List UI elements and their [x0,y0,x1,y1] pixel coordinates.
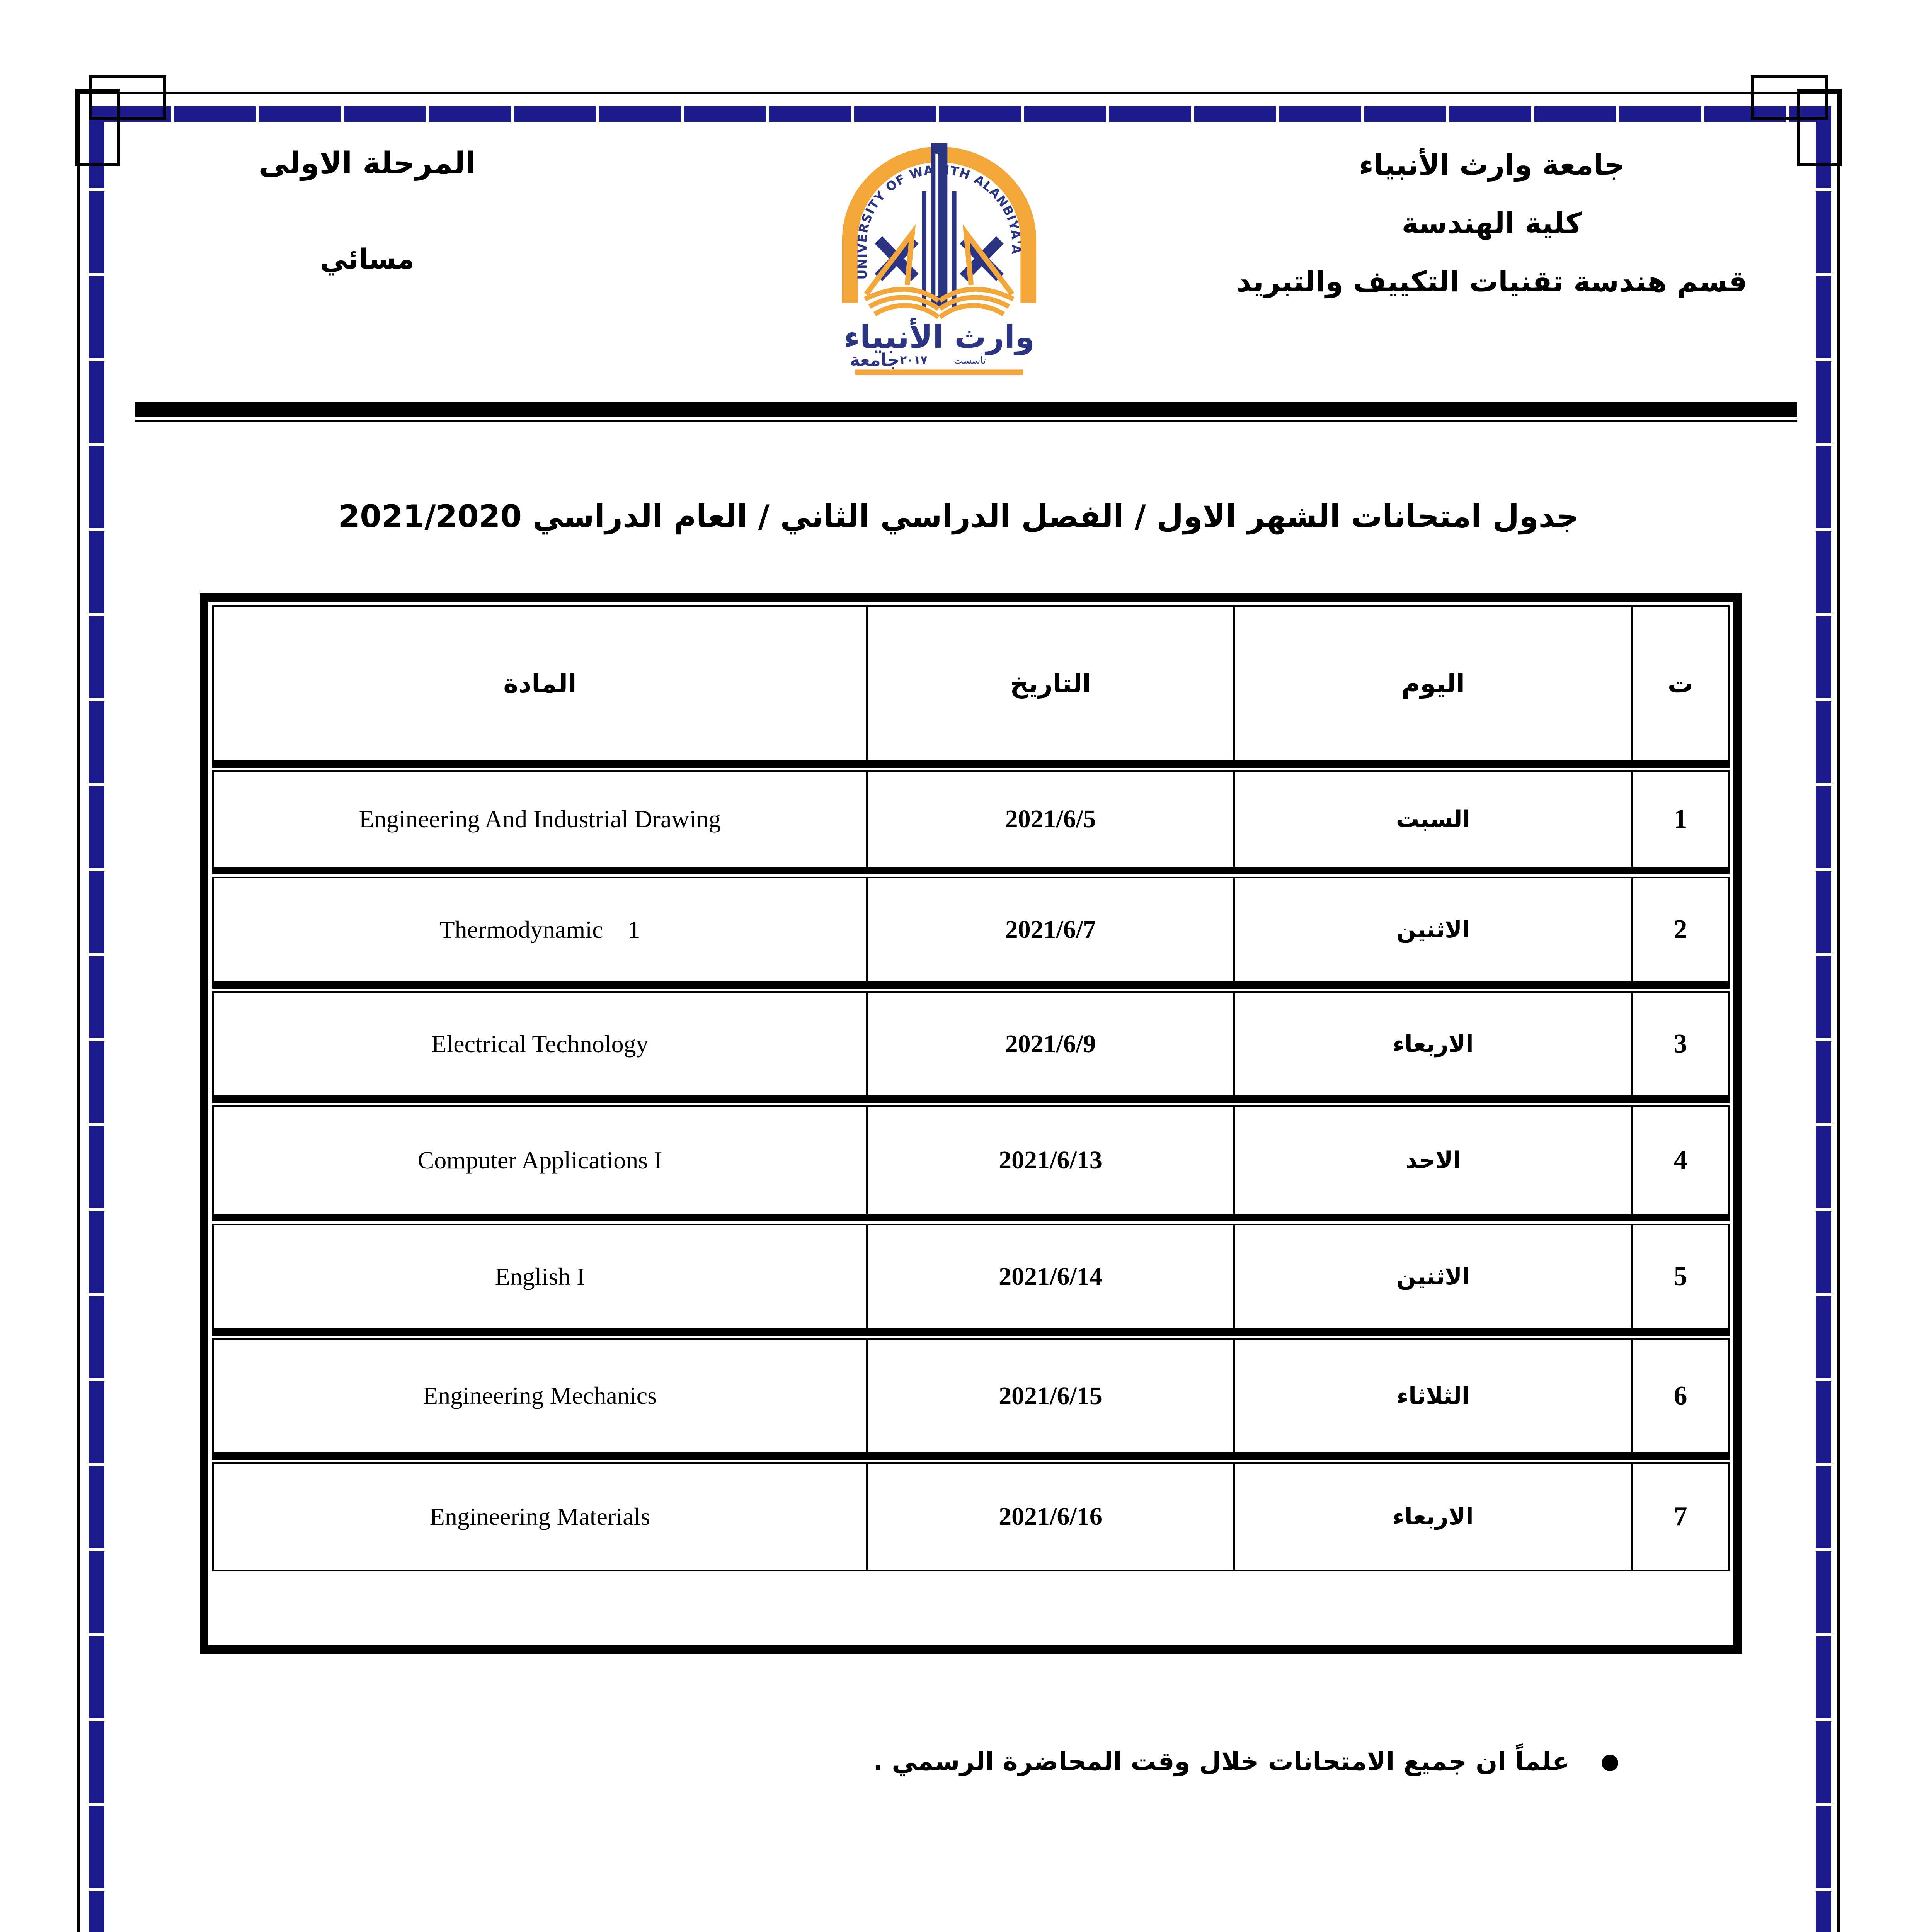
page-title: جدول امتحانات الشهر الاول / الفصل الدراس… [338,498,1579,534]
header-subject-cell: المادة [503,668,577,699]
border-corner-knot [75,89,120,166]
row-number-cell: 1 [1631,772,1728,867]
table-row: 5 الاثنين 2021/6/14 English I [212,1224,1730,1336]
subject-cell: Engineering Materials [214,1464,866,1570]
logo-arabic-small: جامعة [850,350,900,370]
subject-cell: English I [214,1225,866,1328]
table-header-row: ت اليوم التاريخ المادة [212,605,1730,768]
subject-cell: Computer Applications I [214,1107,866,1214]
border-corner-knot [1797,89,1842,166]
shift-label: مسائي [320,243,415,275]
row-number-cell: 7 [1631,1464,1728,1570]
subject-cell: Electrical Technology [214,993,866,1095]
logo-base-bar [855,369,1023,375]
day-cell: الاثنين [1233,1225,1631,1328]
page-border-blue-band-right [1816,106,1831,1932]
university-name: جامعة وارث الأنبياء [1359,148,1625,182]
subject-cell: Thermodynamic 1 [214,878,866,981]
day-cell: الاحد [1233,1107,1631,1214]
bullet-icon: ● [1600,1748,1619,1774]
table-row: 3 الاربعاء 2021/6/9 Electrical Technolog… [212,991,1730,1103]
table-row: 6 الثلاثاء 2021/6/15 Engineering Mechani… [212,1338,1730,1460]
header-number-cell: ت [1631,607,1728,760]
subject-cell: Engineering Mechanics [214,1340,866,1452]
date-cell: 2021/6/9 [866,993,1233,1095]
logo-arabic-calligraphy: وارث الأنبياء [844,318,1034,355]
date-cell: 2021/6/13 [866,1107,1233,1214]
day-cell: الاربعاء [1233,1464,1631,1570]
row-number-cell: 5 [1631,1225,1728,1328]
border-corner-knot [1751,75,1828,120]
subject-text: Engineering Materials [429,1502,650,1530]
date-cell: 2021/6/14 [866,1225,1233,1328]
page-border-blue-band-left [89,106,104,1932]
subject-cell: Engineering And Industrial Drawing [214,772,866,867]
header-stage-block: المرحلة الاولى مسائي [186,146,549,275]
logo-masts [864,224,1015,296]
logo-central-column [922,143,957,308]
table-row: 7 الاربعاء 2021/6/16 Engineering Materia… [212,1462,1730,1571]
stage-label: المرحلة الاولى [259,146,476,181]
department-name: قسم هندسة تقنيات التكييف والتبريد [1236,265,1747,298]
subject-text: Electrical Technology [431,1030,649,1058]
date-cell: 2021/6/7 [866,878,1233,981]
university-logo: UNIVERSITY OF WARITH ALANBIYA'A [842,143,1037,375]
logo-open-book [864,287,1015,319]
page-border-blue-band-top [89,106,1831,122]
exam-schedule-table: ت اليوم التاريخ المادة 1 السبت 2021/6/5 … [200,593,1742,1654]
day-cell: الاربعاء [1233,993,1631,1095]
page-border-thin-frame [77,92,1840,1932]
row-number-cell: 2 [1631,878,1728,981]
note-text: علماً ان جميع الامتحانات خلال وقت المحاض… [873,1747,1570,1776]
header-divider-thin-rule [135,420,1797,422]
day-cell: الثلاثاء [1233,1340,1631,1452]
day-cell: السبت [1233,772,1631,867]
border-corner-knot [89,75,166,120]
row-number-cell: 4 [1631,1107,1728,1214]
row-number-cell: 3 [1631,993,1728,1095]
table-row: 1 السبت 2021/6/5 Engineering And Industr… [212,770,1730,874]
row-number-cell: 6 [1631,1340,1728,1452]
header-divider-thick-rule [135,402,1797,417]
subject-text: English I [495,1262,585,1290]
logo-year: ٢٠١٧ [900,353,928,366]
header-day-cell: اليوم [1233,607,1631,760]
date-cell: 2021/6/15 [866,1340,1233,1452]
exam-time-note: ● علماً ان جميع الامتحانات خلال وقت المح… [873,1747,1619,1776]
day-cell: الاثنين [1233,878,1631,981]
table-row: 4 الاحد 2021/6/13 Computer Applications … [212,1105,1730,1221]
college-name: كلية الهندسة [1401,206,1582,240]
header-date-cell: التاريخ [866,607,1233,760]
logo-founded-text: تأسست [954,353,986,366]
date-cell: 2021/6/16 [866,1464,1233,1570]
subject-text: Computer Applications I [417,1146,662,1174]
subject-text: Engineering And Industrial Drawing [359,805,721,833]
date-cell: 2021/6/5 [866,772,1233,867]
table-row: 2 الاثنين 2021/6/7 Thermodynamic 1 [212,877,1730,989]
header-university-block: جامعة وارث الأنبياء كلية الهندسة قسم هند… [1190,136,1793,311]
subject-text: Engineering Mechanics [423,1382,657,1410]
subject-text: Thermodynamic 1 [439,915,640,943]
